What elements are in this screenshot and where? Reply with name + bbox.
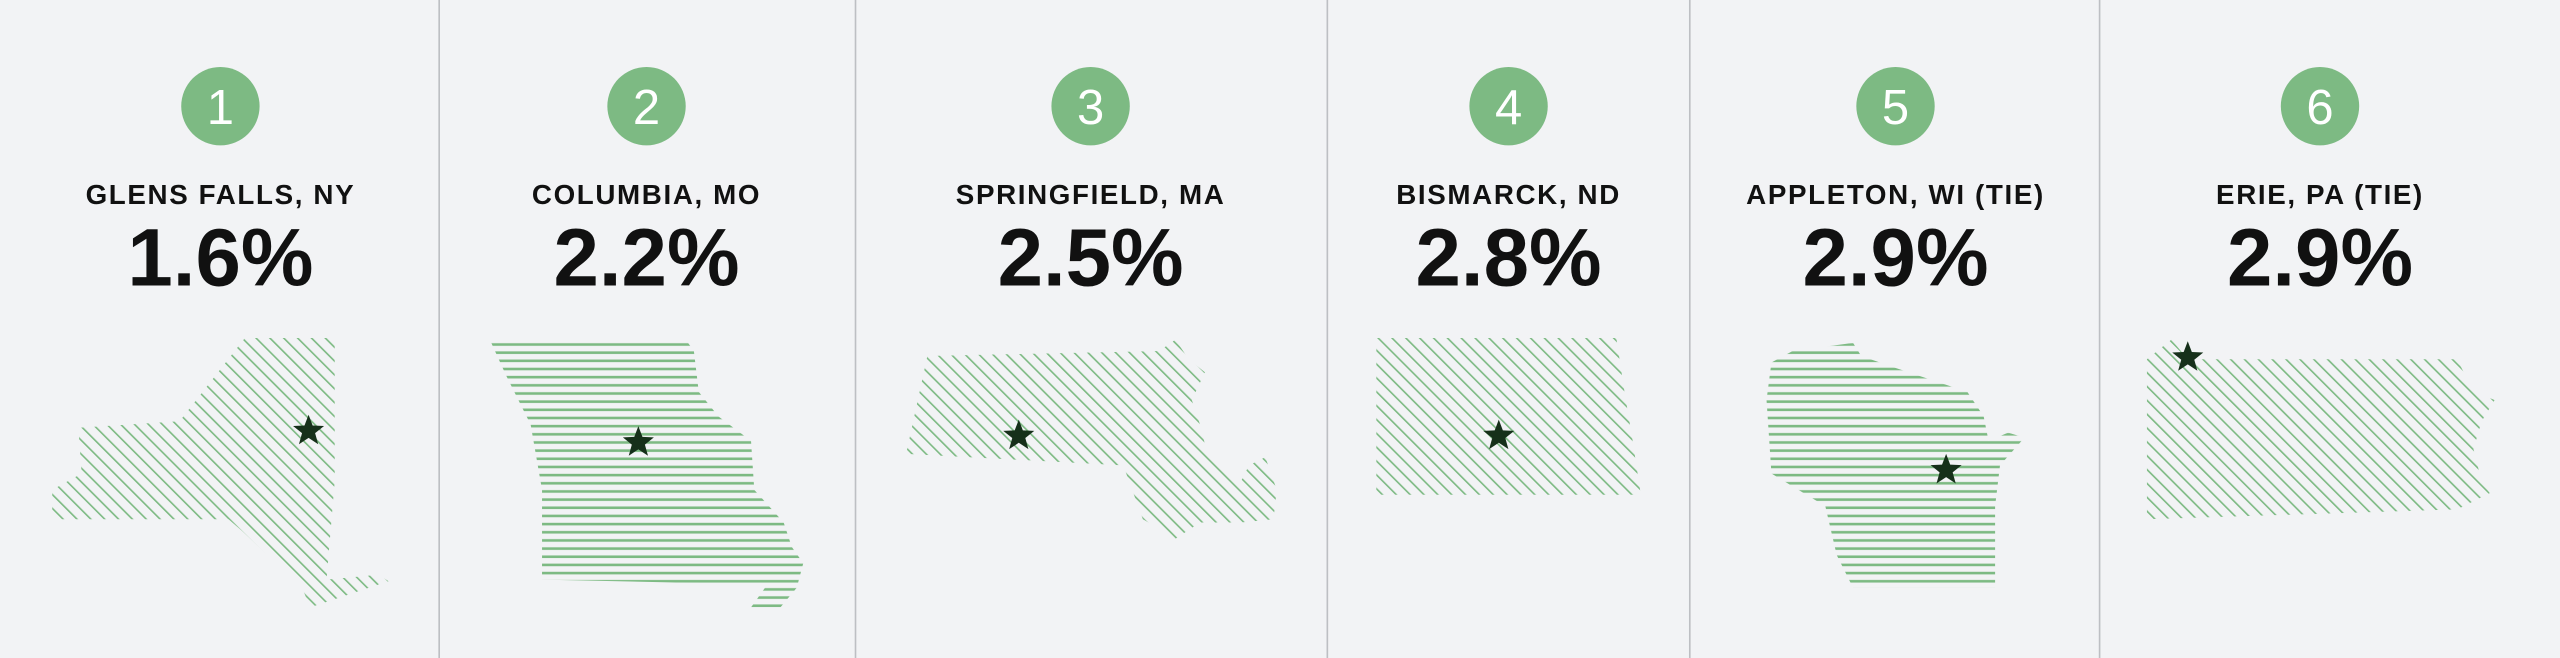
city-star xyxy=(1930,453,1962,484)
rank-badge xyxy=(1469,66,1548,146)
city-star xyxy=(1003,419,1035,450)
dividers xyxy=(438,0,2101,658)
rank-number: 4 xyxy=(1495,81,1522,135)
panel: 2 COLUMBIA, MO2.2% xyxy=(489,66,804,608)
state-shape xyxy=(1376,337,1641,495)
percentage: 2.2% xyxy=(553,213,739,304)
panel: 6 ERIE, PA (TIE)2.9% xyxy=(2146,66,2495,520)
rank-badge xyxy=(181,66,260,146)
percentage: 2.8% xyxy=(1416,213,1602,304)
rank-number: 5 xyxy=(1882,81,1909,135)
state-shape xyxy=(906,339,1277,539)
city-name: APPLETON, WI (TIE) xyxy=(1746,179,2045,210)
city-star xyxy=(293,414,325,445)
rank-number: 1 xyxy=(207,81,234,135)
rank-number: 6 xyxy=(2306,81,2333,135)
state-shape xyxy=(489,339,804,608)
percentage: 2.9% xyxy=(2227,213,2413,304)
city-name: BISMARCK, ND xyxy=(1396,179,1621,210)
rank-badge xyxy=(2280,66,2360,146)
city-star xyxy=(2172,341,2204,371)
city-name: COLUMBIA, MO xyxy=(532,179,761,210)
city-star xyxy=(622,426,654,456)
panel: 4 BISMARCK, ND2.8% xyxy=(1376,66,1641,495)
city-name: GLENS FALLS, NY xyxy=(86,179,356,210)
panel: 1 GLENS FALLS, NY1.6% xyxy=(52,66,389,608)
panel: 3 SPRINGFIELD, MA2.5% xyxy=(906,66,1277,539)
rank-badge xyxy=(1856,66,1935,146)
panel: 5 APPLETON, WI (TIE)2.9% xyxy=(1746,66,2045,588)
percentage: 1.6% xyxy=(127,213,313,304)
city-star xyxy=(1483,419,1515,450)
rank-badge xyxy=(607,66,686,146)
rank-badge xyxy=(1051,66,1130,146)
city-name: ERIE, PA (TIE) xyxy=(2216,179,2424,210)
state-shape xyxy=(2146,339,2495,520)
percentage: 2.5% xyxy=(998,213,1184,304)
state-shape xyxy=(1766,342,2025,588)
rank-number: 2 xyxy=(633,81,660,135)
state-shape xyxy=(52,337,389,608)
rank-number: 3 xyxy=(1077,81,1104,135)
percentage: 2.9% xyxy=(1802,213,1988,304)
city-name: SPRINGFIELD, MA xyxy=(956,179,1226,210)
